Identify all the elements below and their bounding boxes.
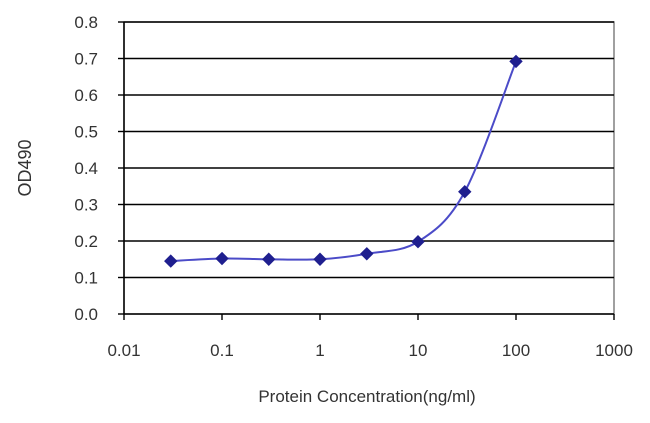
x-tick-label: 1000: [595, 341, 633, 360]
labels-layer: OD490 Protein Concentration(ng/ml): [15, 139, 476, 406]
y-tick-label: 0.5: [74, 123, 98, 142]
x-tick-label: 0.1: [210, 341, 234, 360]
data-point: [313, 252, 327, 266]
x-tick-label: 100: [502, 341, 530, 360]
y-axis-label: OD490: [15, 139, 35, 196]
data-point: [360, 247, 374, 261]
series-layer: [164, 54, 523, 268]
x-tick-label: 1: [315, 341, 324, 360]
y-tick-label: 0.8: [74, 13, 98, 32]
y-tick-label: 0.1: [74, 269, 98, 288]
x-tick-label: 10: [409, 341, 428, 360]
data-point: [215, 251, 229, 266]
y-tick-label: 0.7: [74, 50, 98, 69]
axes-layer: 0.0 0.1 0.2 0.3 0.4 0.5 0.6 0.7 0.8 0.01 0.1 1 10 100…: [74, 13, 633, 360]
data-point: [164, 254, 178, 268]
data-point: [411, 235, 425, 249]
y-tick-label: 0.6: [74, 86, 98, 105]
y-tick-label: 0.2: [74, 232, 98, 251]
grid-layer: [123, 21, 615, 315]
data-point: [509, 54, 523, 69]
data-point: [262, 252, 276, 266]
x-axis-label: Protein Concentration(ng/ml): [258, 387, 475, 406]
y-tick-label: 0.3: [74, 196, 98, 215]
y-tick-label: 0.0: [74, 305, 98, 324]
x-tick-label: 0.01: [107, 341, 140, 360]
y-tick-label: 0.4: [74, 159, 98, 178]
data-point: [458, 185, 472, 199]
